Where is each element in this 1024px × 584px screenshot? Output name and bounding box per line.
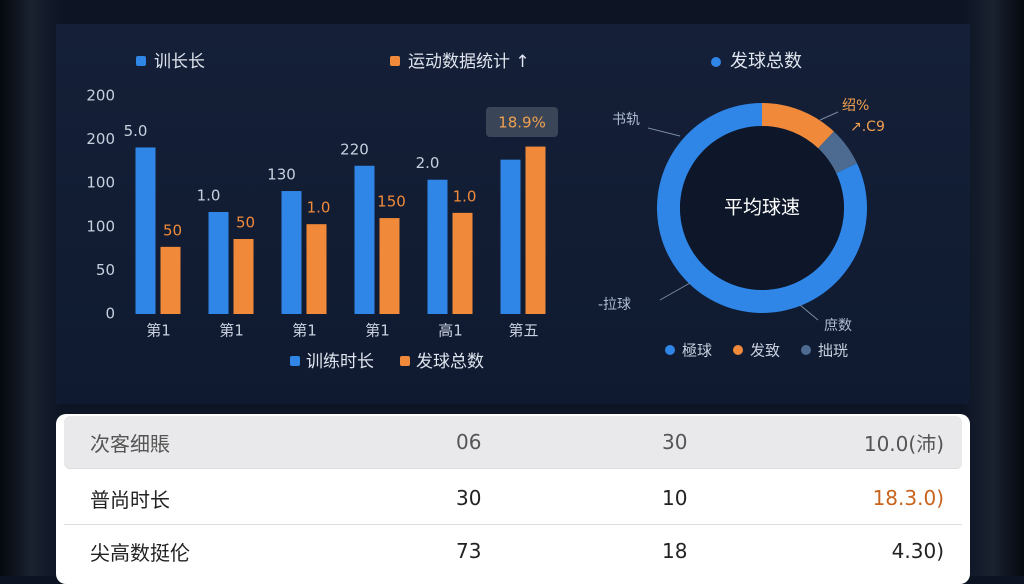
bar [306, 224, 327, 314]
bar [160, 246, 181, 314]
bar [452, 212, 473, 314]
y-tick-label: 200 [86, 87, 115, 105]
legend-swatch [711, 57, 721, 67]
y-tick-label: 0 [105, 305, 115, 323]
legend-label: 发球总数 [416, 352, 484, 372]
cell: 4.30) [891, 539, 944, 563]
value-label: 1.0 [307, 199, 331, 217]
legend-swatch [290, 356, 300, 366]
callout-line [659, 282, 691, 301]
callout-label: 绍% [842, 98, 869, 114]
legend-label: 发致 [750, 342, 780, 360]
tooltip [486, 107, 558, 137]
value-label: 1.0 [197, 186, 221, 204]
value-label: 220 [340, 140, 369, 158]
legend-swatch [801, 345, 811, 355]
bar [208, 211, 229, 314]
cell: 30 [662, 430, 688, 454]
cell: 73 [456, 539, 482, 563]
x-tick-label: 第1 [292, 322, 317, 340]
x-tick-label: 第五 [508, 322, 538, 340]
value-label: 130 [267, 166, 296, 184]
value-label: 1.0 [453, 187, 477, 205]
bar [281, 191, 302, 314]
cell: 次客细賬 [90, 431, 170, 456]
chart-title: 发球总数 [730, 51, 802, 72]
bar [135, 147, 156, 314]
x-tick-label: 高1 [438, 322, 463, 340]
y-tick-label: 50 [96, 261, 115, 279]
cell: 10 [662, 486, 688, 510]
bar [525, 146, 546, 314]
donut-segment [818, 131, 858, 174]
cell: 普尚时长 [90, 487, 170, 512]
legend-swatch [665, 345, 675, 355]
callout-line [819, 111, 839, 121]
bar [354, 165, 375, 314]
callout-label: 庶数 [824, 318, 852, 334]
legend-label: 训练时长 [306, 352, 374, 372]
bar [379, 218, 400, 314]
cell: 30 [456, 486, 482, 510]
legend-swatch [400, 356, 410, 366]
donut-hole [680, 126, 844, 290]
value-label: 50 [163, 221, 182, 239]
callout-label: 书轨 [612, 112, 640, 128]
x-tick-label: 第1 [365, 322, 390, 340]
bar [427, 179, 448, 314]
table-row: 次客细賬 06 30 10.0(沛) [64, 416, 962, 469]
x-tick-label: 第1 [146, 322, 171, 340]
center-label: 平均球速 [724, 197, 800, 219]
cell: 18 [662, 539, 688, 563]
bar [233, 239, 254, 314]
callout-label: ↗.C9 [850, 119, 885, 135]
legend-swatch [733, 345, 743, 355]
value-label: 50 [236, 214, 255, 232]
table-card: 次客细賬 06 30 10.0(沛) 普尚时长 30 10 18.3.0) 尖高数挺伦 73 1… [56, 414, 970, 584]
callout-line [647, 127, 681, 137]
cell: 尖高数挺伦 [90, 540, 190, 565]
value-label: 150 [377, 193, 406, 211]
donut-segment [762, 103, 834, 149]
cell: 06 [456, 430, 482, 454]
table-row: 普尚时长 30 10 18.3.0) [64, 472, 962, 525]
callout-line [799, 304, 819, 321]
legend-label: 拙珖 [818, 342, 848, 360]
annotation: 18.9% [498, 114, 546, 132]
legend-swatch [136, 56, 146, 66]
x-tick-label: 第1 [219, 322, 244, 340]
callout-label: -拉球 [598, 297, 631, 313]
y-tick-label: 100 [86, 217, 115, 235]
legend-label: 训长长 [154, 52, 205, 72]
legend-swatch [390, 56, 400, 66]
value-label: 5.0 [124, 122, 148, 140]
legend-label: 运动数据统计 ↑ [408, 52, 530, 72]
table-row: 尖高数挺伦 73 18 4.30) [64, 525, 962, 577]
cell: 10.0(沛) [863, 431, 944, 456]
y-tick-label: 100 [86, 174, 115, 192]
y-tick-label: 200 [86, 130, 115, 148]
charts: 0 50 100 100 200 200 训长长 运动数据统计 ↑ 第1 5.0 50 第1 1.0 50… [86, 51, 885, 372]
cell: 18.3.0) [872, 486, 944, 510]
bar [500, 159, 521, 314]
value-label: 2.0 [416, 154, 440, 172]
legend-label: 極球 [682, 342, 712, 360]
